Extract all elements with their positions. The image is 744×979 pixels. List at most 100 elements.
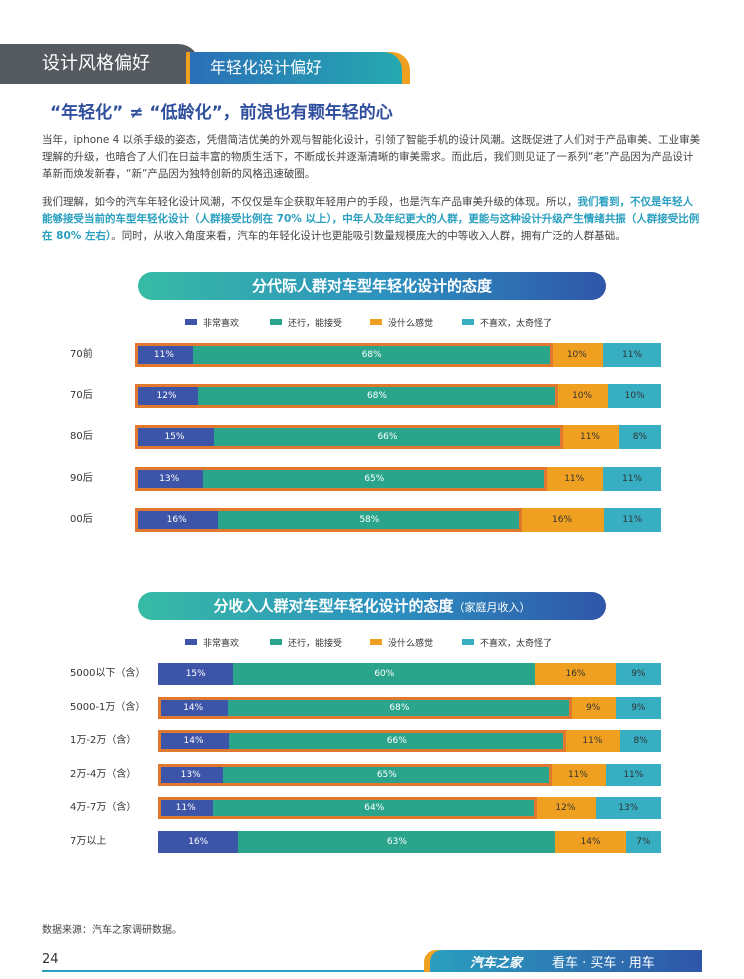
legend-item: 不喜欢，太奇怪了 bbox=[462, 318, 552, 330]
bar-segment bbox=[213, 797, 536, 819]
bar-segment bbox=[608, 384, 661, 409]
data-label: 65% bbox=[364, 473, 385, 484]
bar-row: 14% 68% 9% 9% bbox=[158, 696, 661, 719]
chart-2-title: 分收入人群对车型年轻化设计的态度（家庭月收入） bbox=[138, 592, 606, 620]
legend-swatch bbox=[185, 319, 197, 325]
data-label: 16% bbox=[552, 514, 573, 525]
bar-segment bbox=[555, 384, 609, 409]
category-label: 70前 bbox=[70, 349, 93, 360]
section-tab: 设计风格偏好 bbox=[0, 44, 200, 84]
bar-segment bbox=[561, 425, 619, 450]
data-label: 65% bbox=[376, 769, 397, 780]
data-label: 68% bbox=[361, 350, 382, 360]
bar-row: 15% 66% 11% 8% bbox=[135, 425, 661, 450]
headline: “年轻化” ≠ “低龄化”，前浪也有颗年轻的心 bbox=[50, 103, 393, 123]
bar-segment bbox=[550, 343, 604, 367]
footer-brand: 汽车之家 bbox=[470, 956, 523, 971]
data-label: 63% bbox=[386, 836, 407, 847]
legend-label: 还行，能接受 bbox=[288, 639, 343, 649]
highlight-outline bbox=[158, 730, 567, 752]
bar-segment bbox=[603, 466, 661, 491]
bar-segment bbox=[615, 663, 661, 685]
paragraph-2-part2: 。同时，从收入角度来看，汽车的年轻化设计也更能吸引数量规模庞大的中等收入人群，拥… bbox=[111, 230, 626, 242]
paragraph-2: 我们理解，如今的汽车年轻化设计风潮，不仅仅是车企获取年轻用户的手段，也是汽车产品… bbox=[42, 194, 702, 245]
footer-slogan: 看车 · 买车 · 用车 bbox=[552, 956, 655, 971]
data-label: 10% bbox=[566, 350, 587, 360]
legend-item: 非常喜欢 bbox=[185, 638, 239, 650]
bar-segment bbox=[218, 507, 521, 532]
chart-2-subtitle: （家庭月收入） bbox=[453, 601, 531, 614]
data-label: 11% bbox=[579, 432, 600, 443]
data-label: 11% bbox=[622, 473, 643, 484]
legend-item: 非常喜欢 bbox=[185, 318, 239, 330]
bar-segment bbox=[158, 830, 239, 853]
data-label: 10% bbox=[572, 391, 593, 402]
highlight-outline bbox=[158, 763, 553, 786]
legend-swatch bbox=[185, 639, 197, 645]
data-label: 66% bbox=[377, 432, 398, 443]
category-label: 5000以下（含） bbox=[70, 668, 146, 679]
legend-item: 不喜欢，太奇怪了 bbox=[462, 638, 552, 650]
highlight-outline bbox=[135, 425, 564, 450]
bar-segment bbox=[198, 384, 556, 409]
bar-segment bbox=[570, 696, 616, 719]
chart-2-legend: 非常喜欢 还行，能接受 没什么感觉 不喜欢，太奇怪了 bbox=[0, 638, 744, 652]
bar-segment bbox=[158, 663, 234, 685]
legend-swatch bbox=[462, 319, 474, 325]
data-label: 13% bbox=[159, 473, 180, 484]
bar-segment bbox=[603, 507, 661, 532]
bar-segment bbox=[605, 763, 661, 786]
bar-segment bbox=[158, 797, 214, 819]
chart-2-title-text: 分收入人群对车型年轻化设计的态度 bbox=[213, 597, 454, 615]
paragraph-1: 当年，iphone 4 以杀手级的姿态，凭借简洁优美的外观与智能化设计，引领了智… bbox=[42, 134, 701, 180]
bar-segment bbox=[135, 384, 199, 409]
category-label: 80后 bbox=[70, 431, 93, 443]
bar-segment bbox=[135, 425, 214, 450]
data-label: 13% bbox=[618, 803, 639, 813]
bar-segment bbox=[213, 425, 562, 450]
data-label: 16% bbox=[166, 514, 187, 525]
paragraph-2-highlight: 我们看到，不仅是年轻人能够接受当前的车型年轻化设计（人群接受比例在 70% 以上… bbox=[42, 196, 700, 242]
category-label: 2万-4万（含） bbox=[70, 768, 137, 780]
page-number: 24 bbox=[42, 952, 59, 967]
bar-segment bbox=[135, 507, 219, 532]
bar-segment bbox=[192, 343, 551, 367]
bar-row: 16% 63% 14% 7% bbox=[158, 830, 661, 853]
data-label: 14% bbox=[580, 836, 601, 847]
data-source: 数据来源：汽车之家调研数据。 bbox=[42, 925, 182, 936]
bar-segment bbox=[595, 797, 661, 819]
data-label: 15% bbox=[185, 669, 206, 679]
bar-segment bbox=[535, 663, 616, 685]
legend-label: 不喜欢，太奇怪了 bbox=[480, 639, 553, 649]
bar-segment bbox=[229, 730, 565, 752]
data-label: 68% bbox=[389, 702, 410, 713]
bar-segment bbox=[545, 466, 604, 491]
legend-swatch bbox=[370, 639, 382, 645]
category-label: 70后 bbox=[70, 390, 93, 402]
data-label: 12% bbox=[156, 391, 177, 402]
legend-swatch bbox=[462, 639, 474, 645]
legend-label: 不喜欢，太奇怪了 bbox=[480, 319, 553, 329]
bar-segment bbox=[135, 343, 193, 367]
chart-1-title: 分代际人群对车型年轻化设计的态度 bbox=[138, 272, 606, 300]
legend-swatch bbox=[370, 319, 382, 325]
legend-item: 没什么感觉 bbox=[370, 318, 433, 330]
bar-row: 13% 65% 11% 11% bbox=[135, 466, 661, 491]
data-label: 14% bbox=[183, 736, 204, 746]
bar-segment bbox=[158, 696, 229, 719]
category-label: 5000-1万（含） bbox=[70, 701, 146, 713]
data-label: 58% bbox=[359, 514, 380, 525]
data-label: 13% bbox=[180, 769, 201, 780]
data-label: 10% bbox=[624, 391, 645, 402]
data-label: 8% bbox=[632, 432, 648, 443]
legend-item: 还行，能接受 bbox=[270, 638, 342, 650]
data-label: 8% bbox=[633, 736, 648, 746]
bar-segment bbox=[535, 797, 596, 819]
bar-segment bbox=[564, 730, 621, 752]
data-label: 7% bbox=[636, 836, 651, 847]
data-label: 12% bbox=[555, 803, 576, 813]
bar-segment bbox=[555, 830, 626, 853]
category-label: 7万以上 bbox=[70, 835, 107, 847]
legend-swatch bbox=[270, 639, 282, 645]
paragraph-2-part1: 我们理解，如今的汽车年轻化设计风潮，不仅仅是车企获取年轻用户的手段，也是汽车产品… bbox=[42, 196, 578, 208]
